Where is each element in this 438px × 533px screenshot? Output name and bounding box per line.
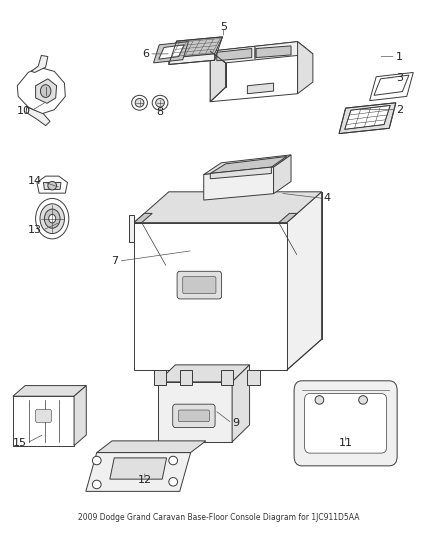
Ellipse shape <box>49 214 56 223</box>
Polygon shape <box>210 42 313 63</box>
Ellipse shape <box>359 395 367 404</box>
Text: 13: 13 <box>28 225 42 236</box>
FancyBboxPatch shape <box>177 271 222 299</box>
Polygon shape <box>169 54 215 64</box>
Polygon shape <box>210 51 226 102</box>
FancyBboxPatch shape <box>178 410 209 422</box>
Polygon shape <box>287 192 321 370</box>
Polygon shape <box>153 370 166 385</box>
Text: 4: 4 <box>324 193 331 204</box>
Text: 8: 8 <box>156 107 164 117</box>
Polygon shape <box>17 67 65 114</box>
Text: 1: 1 <box>396 52 403 61</box>
Ellipse shape <box>92 480 101 489</box>
Ellipse shape <box>152 95 168 110</box>
Text: 3: 3 <box>396 73 403 83</box>
Polygon shape <box>153 42 188 63</box>
Polygon shape <box>180 370 192 385</box>
Polygon shape <box>217 49 252 61</box>
Polygon shape <box>129 215 134 243</box>
Ellipse shape <box>135 99 144 107</box>
Polygon shape <box>221 370 233 385</box>
Ellipse shape <box>169 456 177 465</box>
Polygon shape <box>134 213 152 223</box>
Text: 2: 2 <box>396 104 403 115</box>
Polygon shape <box>297 42 313 94</box>
Ellipse shape <box>44 209 60 228</box>
Polygon shape <box>13 396 74 446</box>
Polygon shape <box>158 382 232 442</box>
Ellipse shape <box>155 99 164 107</box>
Ellipse shape <box>40 204 64 233</box>
Text: 11: 11 <box>339 438 353 448</box>
Polygon shape <box>247 370 260 385</box>
FancyBboxPatch shape <box>294 381 397 466</box>
Polygon shape <box>345 106 390 130</box>
Polygon shape <box>37 176 67 193</box>
Polygon shape <box>97 441 206 453</box>
Text: 7: 7 <box>111 256 119 266</box>
Polygon shape <box>204 155 291 174</box>
Polygon shape <box>110 458 166 479</box>
Ellipse shape <box>169 478 177 486</box>
Text: 2009 Dodge Grand Caravan Base-Floor Console Diagram for 1JC911D5AA: 2009 Dodge Grand Caravan Base-Floor Cons… <box>78 513 360 522</box>
Ellipse shape <box>92 456 101 465</box>
Polygon shape <box>74 385 86 446</box>
Polygon shape <box>31 55 48 72</box>
Text: 5: 5 <box>220 22 227 33</box>
Text: 12: 12 <box>138 475 152 485</box>
FancyBboxPatch shape <box>173 404 215 427</box>
Polygon shape <box>134 192 321 223</box>
Polygon shape <box>247 83 274 94</box>
Polygon shape <box>210 42 297 102</box>
Text: 10: 10 <box>16 106 30 116</box>
Text: 15: 15 <box>13 438 27 448</box>
Polygon shape <box>370 72 413 101</box>
Polygon shape <box>210 157 287 173</box>
Polygon shape <box>86 453 191 491</box>
Polygon shape <box>158 365 250 382</box>
Polygon shape <box>43 182 61 189</box>
Ellipse shape <box>132 95 148 110</box>
Ellipse shape <box>35 198 69 239</box>
Polygon shape <box>210 167 272 179</box>
Polygon shape <box>35 79 57 103</box>
Polygon shape <box>13 385 86 396</box>
Polygon shape <box>169 37 223 58</box>
Polygon shape <box>204 167 274 200</box>
Ellipse shape <box>40 85 51 98</box>
Polygon shape <box>256 46 291 58</box>
Ellipse shape <box>48 181 57 190</box>
Text: 6: 6 <box>142 49 149 59</box>
Polygon shape <box>274 155 291 193</box>
Polygon shape <box>232 365 250 442</box>
FancyBboxPatch shape <box>304 393 387 453</box>
FancyBboxPatch shape <box>35 409 51 422</box>
Polygon shape <box>279 213 297 223</box>
FancyBboxPatch shape <box>183 277 216 294</box>
Text: 14: 14 <box>28 176 42 187</box>
Polygon shape <box>134 223 287 370</box>
Polygon shape <box>159 45 184 59</box>
Polygon shape <box>339 103 396 134</box>
Text: 9: 9 <box>232 418 239 429</box>
Polygon shape <box>26 107 50 126</box>
Ellipse shape <box>315 395 324 404</box>
